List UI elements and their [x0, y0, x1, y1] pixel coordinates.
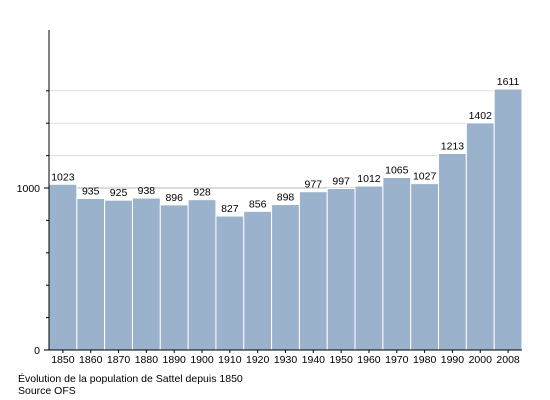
bar-1990 — [438, 152, 467, 351]
bar-1900 — [187, 199, 217, 351]
data-label-1880: 938 — [138, 185, 156, 197]
x-tick-label-1890: 1890 — [163, 354, 187, 366]
x-tick-labels: 1850 1860 1870 1880 1890 1900 1910 1920 1930 1940… — [51, 350, 520, 366]
bar-2000 — [465, 122, 495, 351]
data-label-1950: 997 — [332, 175, 350, 187]
x-tick-label-1970: 1970 — [385, 354, 409, 366]
data-label-1960: 1012 — [357, 173, 381, 185]
bar-1930 — [271, 204, 300, 351]
data-label-2000: 1402 — [469, 110, 493, 122]
data-label-1930: 898 — [277, 192, 295, 204]
y-tick-label-1000: 1000 — [17, 183, 41, 195]
x-tick-label-2008: 2008 — [496, 354, 520, 366]
data-label-2008: 1611 — [497, 76, 520, 88]
bar-1940 — [298, 191, 328, 351]
x-tick-label-1940: 1940 — [302, 354, 326, 366]
data-label-1990: 1213 — [441, 140, 465, 152]
bar-1850 — [48, 183, 78, 351]
x-tick-label-1980: 1980 — [413, 354, 437, 366]
data-label-1920: 856 — [249, 198, 267, 210]
chart-caption: Évolution de la population de Sattel dep… — [18, 373, 243, 385]
bar-1860 — [76, 198, 106, 351]
y-tick-label-0: 0 — [34, 345, 40, 357]
bar-1980 — [410, 183, 440, 351]
bar-1910 — [215, 215, 245, 351]
x-tick-label-1950: 1950 — [329, 354, 353, 366]
source-note: Source OFS — [18, 385, 76, 397]
x-tick-label-1870: 1870 — [107, 354, 131, 366]
y-ticks: 0 1000 — [17, 90, 49, 357]
x-tick-label-1990: 1990 — [441, 354, 465, 366]
bar-1970 — [382, 176, 412, 351]
bar-1880 — [131, 197, 161, 351]
x-tick-label-1850: 1850 — [51, 354, 75, 366]
x-tick-label-1880: 1880 — [135, 354, 159, 366]
x-tick-label-1930: 1930 — [274, 354, 298, 366]
bar-1920 — [243, 210, 273, 351]
data-label-1860: 935 — [82, 186, 100, 198]
data-label-1940: 977 — [305, 179, 323, 191]
bar-1870 — [104, 199, 133, 351]
data-label-1850: 1023 — [51, 171, 75, 183]
x-tick-label-2000: 2000 — [469, 354, 493, 366]
x-tick-label-1910: 1910 — [218, 354, 242, 366]
data-label-1910: 827 — [221, 203, 239, 215]
bars — [48, 88, 523, 351]
bar-1890 — [159, 204, 189, 351]
x-tick-label-1860: 1860 — [79, 354, 103, 366]
data-labels: 1023 935 925 938 896 928 827 856 898 977 997 1012 10… — [51, 76, 519, 215]
bar-2008 — [493, 88, 523, 351]
data-label-1970: 1065 — [385, 164, 409, 176]
data-label-1870: 925 — [110, 187, 128, 199]
x-tick-label-1960: 1960 — [357, 354, 381, 366]
data-label-1890: 896 — [165, 192, 183, 204]
x-tick-label-1920: 1920 — [246, 354, 270, 366]
bar-1950 — [326, 187, 356, 351]
bar-1960 — [354, 185, 384, 351]
x-tick-label-1900: 1900 — [190, 354, 214, 366]
data-label-1900: 928 — [193, 187, 211, 199]
data-label-1980: 1027 — [413, 171, 437, 183]
